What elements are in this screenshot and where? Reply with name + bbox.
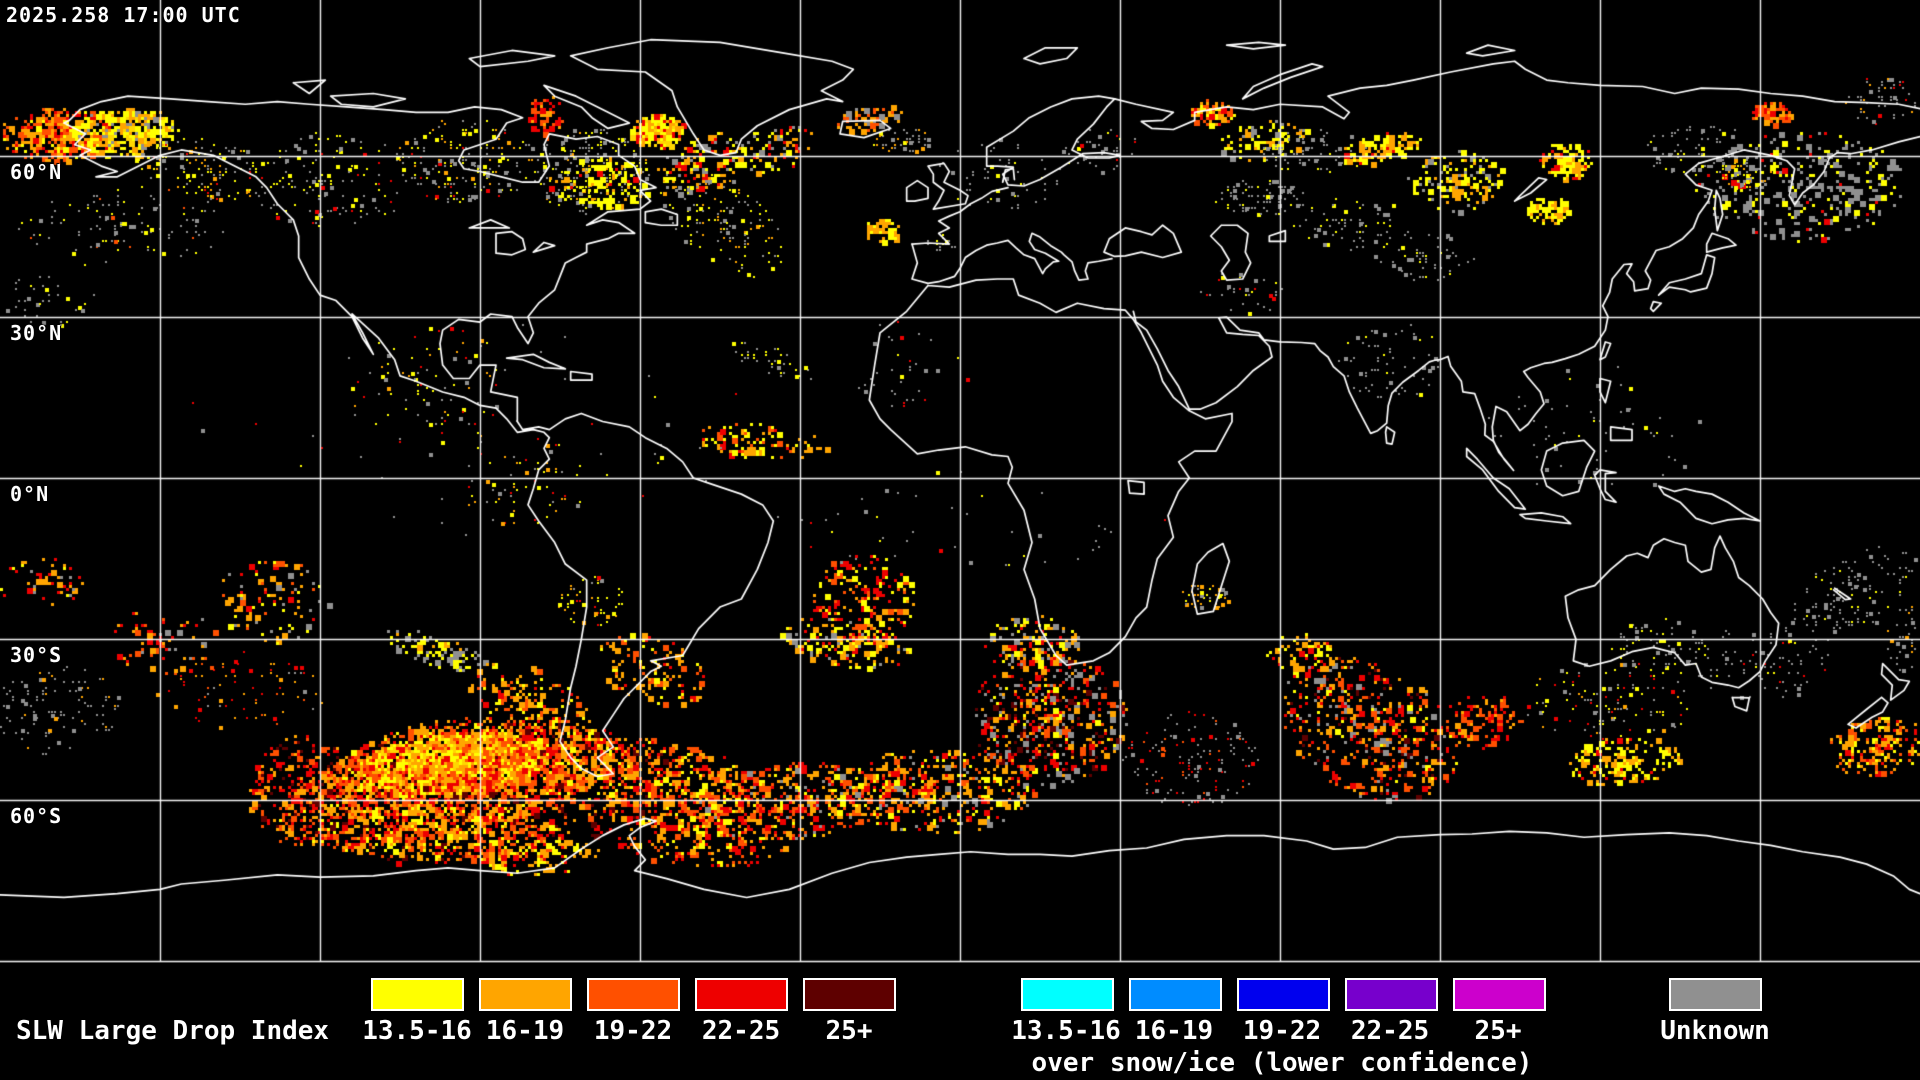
legend-label-warm-5: 25+ [825, 1016, 873, 1046]
legend-swatch-snow-4 [1345, 978, 1438, 1011]
legend-swatch-unknown [1669, 978, 1762, 1011]
legend-label-snow-2: 16-19 [1134, 1016, 1214, 1046]
legend-label-warm-3: 19-22 [593, 1016, 673, 1046]
legend: SLW Large Drop Index 13.5-16 16-19 19-22… [0, 963, 1920, 1080]
legend-swatch-warm-2 [479, 978, 572, 1011]
legend-label-snow-1: 13.5-16 [1011, 1016, 1121, 1046]
legend-swatch-snow-5 [1453, 978, 1546, 1011]
legend-label-snow-5: 25+ [1474, 1016, 1522, 1046]
legend-snow-caption: over snow/ice (lower confidence) [1031, 1048, 1533, 1078]
legend-swatch-snow-1 [1021, 978, 1114, 1011]
legend-swatch-snow-2 [1129, 978, 1222, 1011]
legend-label-snow-3: 19-22 [1242, 1016, 1322, 1046]
lat-label-60s: 60°S [10, 804, 63, 828]
legend-title: SLW Large Drop Index [16, 1016, 330, 1046]
legend-label-warm-4: 22-25 [701, 1016, 781, 1046]
legend-swatch-warm-1 [371, 978, 464, 1011]
legend-swatch-warm-4 [695, 978, 788, 1011]
legend-swatch-snow-3 [1237, 978, 1330, 1011]
lat-label-30n: 30°N [10, 321, 63, 345]
legend-label-warm-1: 13.5-16 [362, 1016, 472, 1046]
legend-label-warm-2: 16-19 [485, 1016, 565, 1046]
legend-swatch-warm-3 [587, 978, 680, 1011]
world-map-canvas [0, 0, 1920, 963]
lat-label-60n: 60°N [10, 160, 63, 184]
legend-label-snow-4: 22-25 [1350, 1016, 1430, 1046]
lat-label-30s: 30°S [10, 643, 63, 667]
legend-swatch-warm-5 [803, 978, 896, 1011]
legend-label-unknown: Unknown [1660, 1016, 1770, 1046]
lat-label-0n: 0°N [10, 482, 50, 506]
timestamp: 2025.258 17:00 UTC [6, 3, 241, 27]
